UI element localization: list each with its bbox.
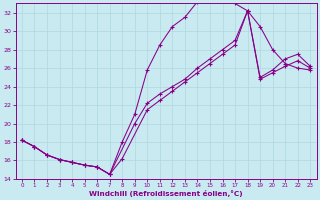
- X-axis label: Windchill (Refroidissement éolien,°C): Windchill (Refroidissement éolien,°C): [89, 190, 243, 197]
